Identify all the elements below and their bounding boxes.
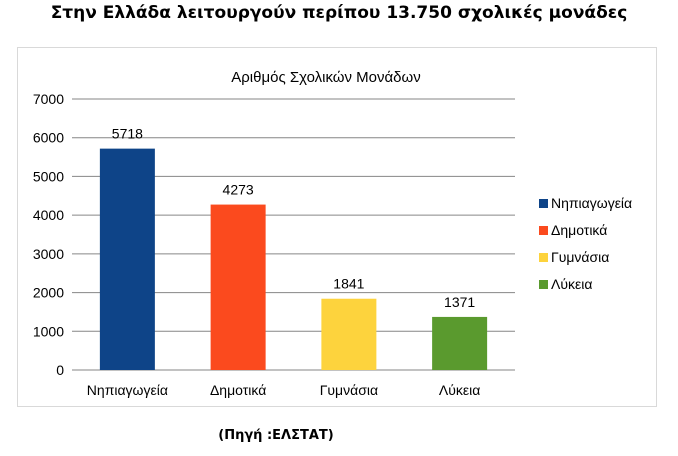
legend-swatch: [539, 226, 548, 235]
data-label: 5718: [112, 126, 143, 142]
legend-label: Λύκεια: [551, 276, 592, 292]
legend: Νηπιαγωγεία Δημοτικά Γυμνάσια Λύκεια: [539, 195, 632, 292]
legend-label: Νηπιαγωγεία: [551, 195, 632, 211]
x-tick-label: Γυμνάσια: [320, 382, 378, 398]
y-tick-label: 5000: [33, 168, 64, 184]
chart-title: Αριθμός Σχολικών Μονάδων: [231, 69, 421, 86]
legend-label: Δημοτικά: [551, 222, 607, 238]
x-tick-label: Δημοτικά: [210, 382, 266, 398]
data-label: 1371: [444, 294, 475, 310]
legend-label: Γυμνάσια: [551, 249, 609, 265]
y-tick-label: 6000: [33, 130, 64, 146]
bar: [210, 204, 266, 370]
legend-swatch: [539, 199, 548, 208]
x-tick-label: Νηπιαγωγεία: [87, 382, 168, 398]
data-labels: 5718 4273 1841 1371: [112, 126, 476, 310]
x-axis-ticks: Νηπιαγωγεία Δημοτικά Γυμνάσια Λύκεια: [87, 382, 481, 398]
y-tick-label: 1000: [33, 323, 64, 339]
page-heading: Στην Ελλάδα λειτουργούν περίπου 13.750 σ…: [50, 3, 628, 23]
y-tick-label: 4000: [33, 207, 64, 223]
source-note: (Πηγή :ΕΛΣΤΑΤ): [218, 428, 334, 443]
bar: [99, 148, 155, 370]
y-tick-label: 7000: [33, 91, 64, 107]
data-label: 4273: [223, 182, 254, 198]
bars: [99, 148, 488, 370]
y-tick-label: 0: [56, 362, 64, 378]
y-axis-ticks: 0 1000 2000 3000 4000 5000 6000 7000: [33, 91, 64, 378]
legend-swatch: [539, 253, 548, 262]
bar: [432, 316, 488, 370]
legend-swatch: [539, 280, 548, 289]
bar: [321, 298, 377, 370]
y-tick-label: 3000: [33, 246, 64, 262]
x-tick-label: Λύκεια: [439, 382, 480, 398]
y-tick-label: 2000: [33, 285, 64, 301]
data-label: 1841: [333, 276, 364, 292]
